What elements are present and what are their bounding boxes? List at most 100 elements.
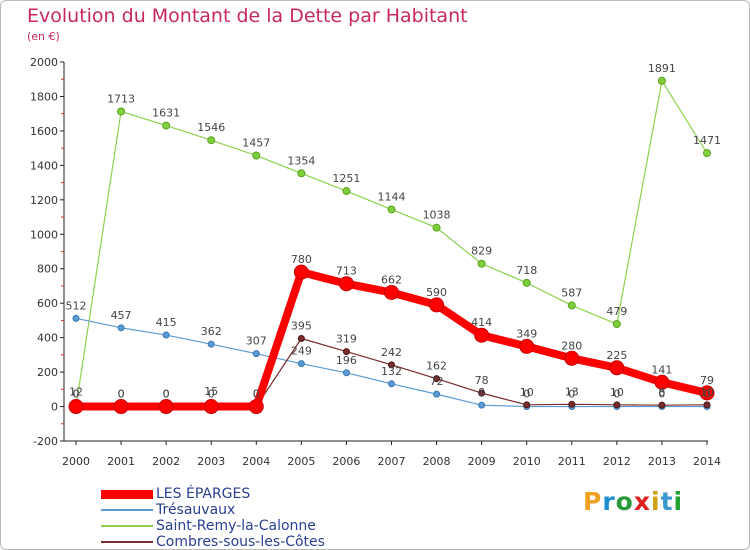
data-label-saint-remy-la-calonne: 1471 xyxy=(693,134,721,147)
x-tick-label: 2003 xyxy=(197,455,225,468)
data-point-les-eparges xyxy=(384,285,399,301)
legend-swatch-les-eparges xyxy=(101,490,153,499)
data-point-les-eparges xyxy=(699,385,715,401)
data-point-les-eparges xyxy=(293,264,309,280)
data-point-combres-sous-les-cotes xyxy=(568,400,576,408)
data-point-saint-remy-la-calonne xyxy=(703,149,711,158)
data-label-saint-remy-la-calonne: 0 xyxy=(73,388,80,401)
data-label-les-eparges: 349 xyxy=(516,327,537,340)
data-point-tresauvaux xyxy=(117,324,125,332)
data-label-combres-sous-les-cotes: 8 xyxy=(658,386,665,399)
data-label-saint-remy-la-calonne: 587 xyxy=(561,286,582,299)
data-label-les-eparges: 780 xyxy=(291,253,312,266)
data-point-saint-remy-la-calonne xyxy=(567,301,576,310)
data-label-tresauvaux: 196 xyxy=(336,354,357,367)
x-tick-label: 2007 xyxy=(378,455,406,468)
y-tick-label: 200 xyxy=(37,366,58,379)
logo-letter: i xyxy=(673,487,684,516)
data-label-les-eparges: 0 xyxy=(208,388,215,401)
data-label-les-eparges: 280 xyxy=(561,339,582,352)
y-tick-label: 600 xyxy=(37,297,58,310)
data-point-combres-sous-les-cotes xyxy=(297,334,305,342)
data-point-tresauvaux xyxy=(342,369,350,377)
data-label-les-eparges: 414 xyxy=(471,316,492,329)
data-label-saint-remy-la-calonne: 1457 xyxy=(242,137,270,150)
data-label-tresauvaux: 415 xyxy=(156,316,177,329)
data-label-tresauvaux: 249 xyxy=(291,345,312,358)
data-label-combres-sous-les-cotes: 12 xyxy=(69,385,83,398)
data-label-les-eparges: 141 xyxy=(651,363,672,376)
logo-letter: r xyxy=(602,487,616,516)
data-point-les-eparges xyxy=(429,297,445,313)
x-tick-label: 2001 xyxy=(107,455,135,468)
data-label-saint-remy-la-calonne: 1354 xyxy=(287,154,315,167)
data-label-combres-sous-les-cotes: 0 xyxy=(253,388,260,401)
logo-letter: x xyxy=(633,487,651,516)
y-tick-label: 1800 xyxy=(30,90,58,103)
chart-unit-label: (en €) xyxy=(27,30,60,43)
x-tick-label: 2004 xyxy=(242,455,270,468)
data-label-combres-sous-les-cotes: 242 xyxy=(381,346,402,359)
data-point-combres-sous-les-cotes xyxy=(613,401,621,409)
x-tick-label: 2008 xyxy=(423,455,451,468)
y-tick-label: 1600 xyxy=(30,125,58,138)
y-tick-label: 1400 xyxy=(30,159,58,172)
data-labels: 0 1713 1631 1546 1457 1354 1251 1144 1038 829 718 5… xyxy=(66,62,722,401)
data-label-tresauvaux: 132 xyxy=(381,365,402,378)
legend-label-les-eparges: LES ÉPARGES xyxy=(156,486,251,502)
data-point-les-eparges xyxy=(248,399,264,415)
data-point-saint-remy-la-calonne xyxy=(162,121,171,130)
data-point-combres-sous-les-cotes xyxy=(342,348,350,356)
data-point-saint-remy-la-calonne xyxy=(117,107,126,116)
y-tick-label: 1200 xyxy=(30,194,58,207)
data-label-combres-sous-les-cotes: 162 xyxy=(426,360,447,373)
data-point-tresauvaux xyxy=(162,331,170,339)
data-label-les-eparges: 713 xyxy=(336,265,357,278)
data-label-saint-remy-la-calonne: 718 xyxy=(516,264,537,277)
y-tick-label: 0 xyxy=(51,401,58,414)
data-label-tresauvaux: 8 xyxy=(478,386,485,399)
data-label-tresauvaux: 0 xyxy=(523,388,530,401)
x-tick-label: 2005 xyxy=(287,455,315,468)
data-point-tresauvaux xyxy=(478,401,486,409)
data-point-saint-remy-la-calonne xyxy=(522,278,531,287)
data-label-tresauvaux: 0 xyxy=(658,388,665,401)
y-tick-label: 400 xyxy=(37,332,58,345)
logo-letter: o xyxy=(615,487,634,516)
x-tick-label: 2002 xyxy=(152,455,180,468)
data-label-combres-sous-les-cotes: 10 xyxy=(610,386,624,399)
data-label-saint-remy-la-calonne: 1546 xyxy=(197,121,225,134)
logo-letter: P xyxy=(583,487,603,516)
data-point-saint-remy-la-calonne xyxy=(657,76,666,85)
data-label-tresauvaux: 512 xyxy=(66,299,87,312)
data-point-tresauvaux xyxy=(388,380,395,388)
data-point-combres-sous-les-cotes xyxy=(478,389,486,397)
data-label-combres-sous-les-cotes: 319 xyxy=(336,333,357,346)
data-point-saint-remy-la-calonne xyxy=(387,205,396,214)
data-label-combres-sous-les-cotes: 78 xyxy=(475,374,489,387)
data-label-les-eparges: 0 xyxy=(73,388,80,401)
data-point-tresauvaux xyxy=(252,350,260,358)
data-point-les-eparges xyxy=(113,399,129,415)
y-tick-label: 1000 xyxy=(30,228,58,241)
logo-letter: i xyxy=(651,487,661,516)
y-tick-label: 800 xyxy=(37,263,58,276)
data-label-saint-remy-la-calonne: 1631 xyxy=(152,107,180,120)
legend-label-tresauvaux: Trésauvaux xyxy=(156,502,236,518)
x-tick-label: 2011 xyxy=(558,455,586,468)
data-point-combres-sous-les-cotes xyxy=(523,401,531,409)
y-tick-label: -200 xyxy=(33,435,58,448)
data-label-combres-sous-les-cotes: 13 xyxy=(565,385,579,398)
data-point-saint-remy-la-calonne xyxy=(477,259,486,268)
data-label-saint-remy-la-calonne: 829 xyxy=(471,245,492,258)
data-point-saint-remy-la-calonne xyxy=(342,187,351,196)
legend-item-les-eparges: LES ÉPARGES xyxy=(101,486,361,502)
data-label-saint-remy-la-calonne: 1038 xyxy=(423,209,451,222)
data-point-les-eparges xyxy=(609,360,625,376)
data-label-saint-remy-la-calonne: 1144 xyxy=(378,190,406,203)
data-label-tresauvaux: 0 xyxy=(613,388,620,401)
legend-label-saint-remy-la-calonne: Saint-Remy-la-Calonne xyxy=(156,518,316,534)
data-point-combres-sous-les-cotes xyxy=(703,401,711,409)
